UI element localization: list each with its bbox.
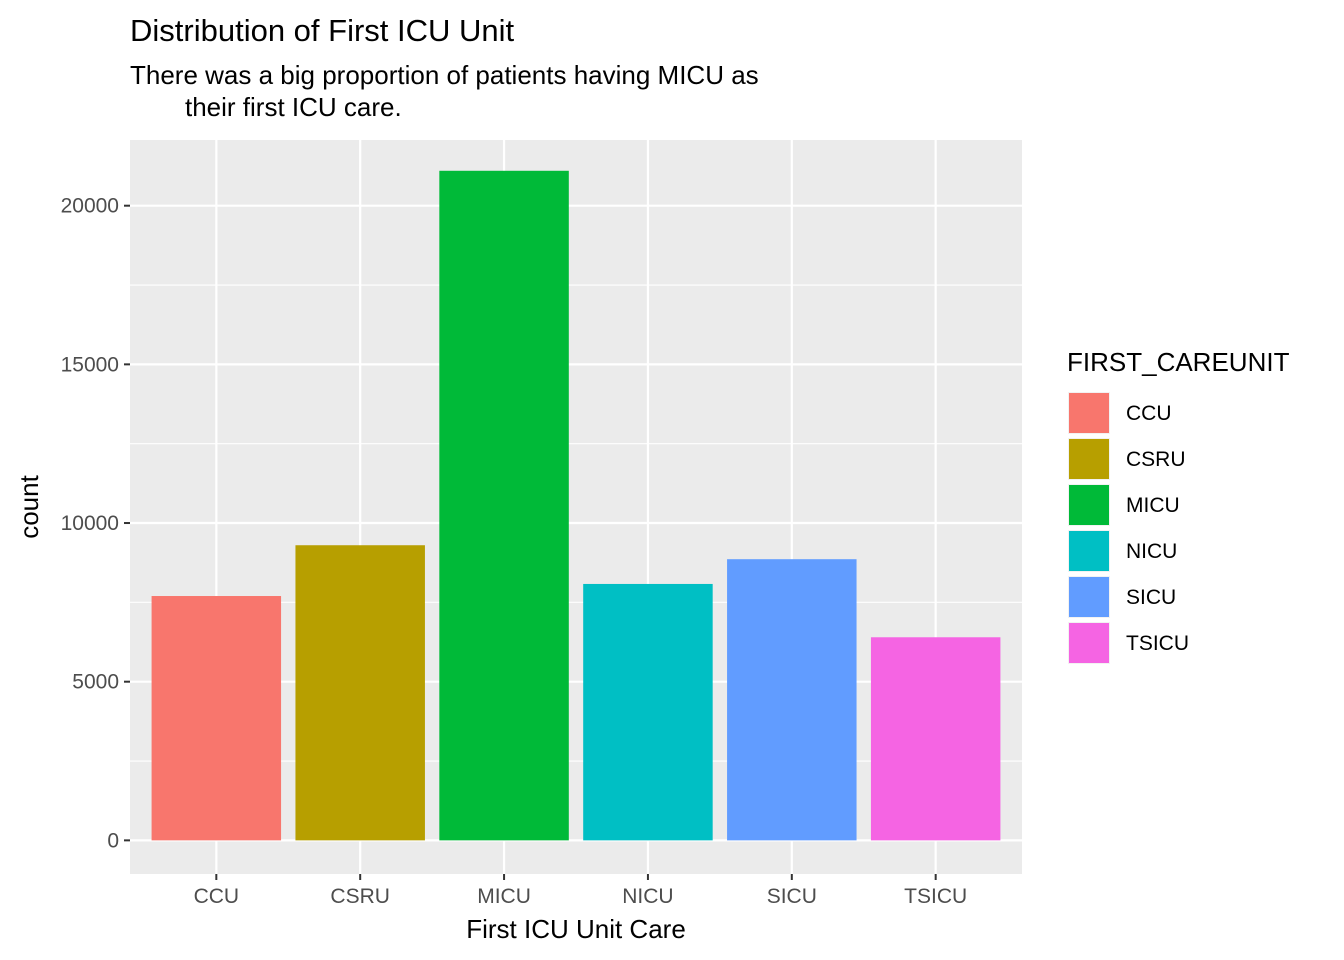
legend-swatch-sicu — [1069, 577, 1109, 617]
legend: FIRST_CAREUNIT CCU CSRU MICU NICU SICU TSICU — [1067, 347, 1290, 664]
bar-nicu — [583, 583, 713, 841]
legend-swatch-nicu — [1069, 531, 1109, 571]
y-axis: 0 5000 10000 15000 20000 — [61, 195, 130, 852]
chart-subtitle-line-2: their first ICU care. — [185, 92, 402, 122]
y-tick-label: 10000 — [61, 512, 119, 535]
x-tick-label: MICU — [477, 885, 531, 908]
chart-subtitle-line-1: There was a big proportion of patients h… — [130, 60, 759, 90]
x-axis: CCU CSRU MICU NICU SICU TSICU — [194, 874, 967, 908]
legend-label-csru: CSRU — [1126, 448, 1186, 471]
legend-label-micu: MICU — [1126, 494, 1180, 517]
x-tick-label: SICU — [767, 885, 817, 908]
legend-swatch-ccu — [1069, 393, 1109, 433]
y-tick-label: 0 — [107, 829, 119, 852]
bar-ccu — [151, 596, 282, 841]
x-axis-title: First ICU Unit Care — [466, 914, 686, 944]
legend-label-sicu: SICU — [1126, 586, 1176, 609]
bars — [151, 170, 1001, 841]
bar-tsicu — [870, 637, 1001, 841]
x-tick-label: NICU — [622, 885, 673, 908]
legend-swatch-micu — [1069, 485, 1109, 525]
y-tick-label: 20000 — [61, 195, 119, 218]
y-tick-label: 5000 — [72, 671, 119, 694]
legend-label-nicu: NICU — [1126, 540, 1177, 563]
bar-csru — [295, 545, 425, 841]
legend-label-tsicu: TSICU — [1126, 632, 1189, 655]
x-tick-label: CCU — [194, 885, 240, 908]
legend-title: FIRST_CAREUNIT — [1067, 347, 1290, 377]
bar-micu — [439, 170, 569, 841]
x-tick-label: CSRU — [330, 885, 390, 908]
y-tick-label: 15000 — [61, 353, 119, 376]
legend-swatch-csru — [1069, 439, 1109, 479]
legend-swatch-tsicu — [1069, 623, 1109, 663]
chart-title: Distribution of First ICU Unit — [130, 13, 515, 48]
x-tick-label: TSICU — [904, 885, 967, 908]
y-axis-title: count — [14, 474, 44, 538]
bar-sicu — [727, 559, 857, 841]
legend-label-ccu: CCU — [1126, 402, 1172, 425]
